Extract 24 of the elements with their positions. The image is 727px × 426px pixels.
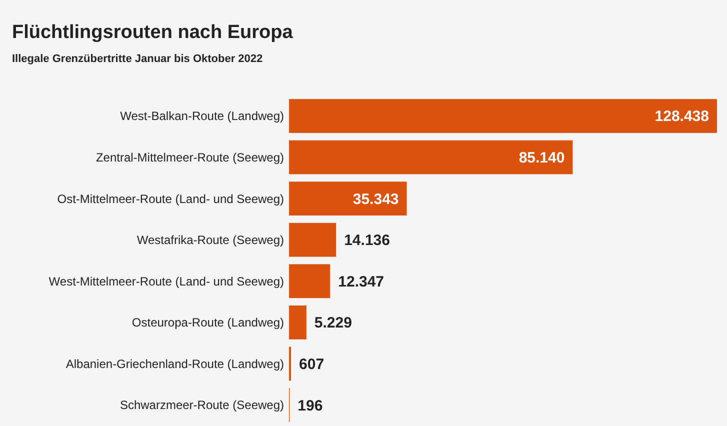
bar bbox=[289, 99, 717, 133]
bar bbox=[289, 306, 306, 340]
y-tick-label: Ost-Mittelmeer-Route (Land- und Seeweg) bbox=[57, 192, 284, 206]
data-label: 35.343 bbox=[352, 190, 399, 208]
text: Illegale Grenzübertritte Januar bis Oktober 2022 bbox=[12, 53, 263, 65]
y-tick-label: West-Mittelmeer-Route (Land- und Seeweg) bbox=[48, 274, 284, 288]
chart-title: Flüchtlingsrouten nach Europa bbox=[12, 22, 294, 43]
data-label: 85.140 bbox=[518, 150, 565, 167]
data-label: 5.229 bbox=[314, 314, 352, 332]
y-tick-label: West-Balkan-Route (Landweg) bbox=[120, 109, 284, 124]
data-label: 128.438 bbox=[654, 108, 709, 126]
data-label: 196 bbox=[298, 397, 323, 414]
bar bbox=[289, 182, 407, 216]
bar bbox=[289, 140, 573, 174]
y-tick-label: Zentral-Mittelmeer-Route (Seeweg) bbox=[96, 150, 284, 164]
y-tick-label: Albanien-Griechenland-Route (Landweg) bbox=[66, 356, 284, 371]
data-label: 14.136 bbox=[344, 232, 390, 250]
data-label: 12.347 bbox=[338, 273, 384, 290]
bar bbox=[289, 222, 336, 257]
y-tick-label: Westafrika-Route (Seeweg) bbox=[136, 233, 284, 248]
data-label: 607 bbox=[299, 356, 324, 373]
bar bbox=[289, 264, 330, 298]
y-tick-label: Osteuropa-Route (Landweg) bbox=[132, 316, 284, 330]
y-tick-label: Schwarzmeer-Route (Seeweg) bbox=[120, 398, 284, 412]
